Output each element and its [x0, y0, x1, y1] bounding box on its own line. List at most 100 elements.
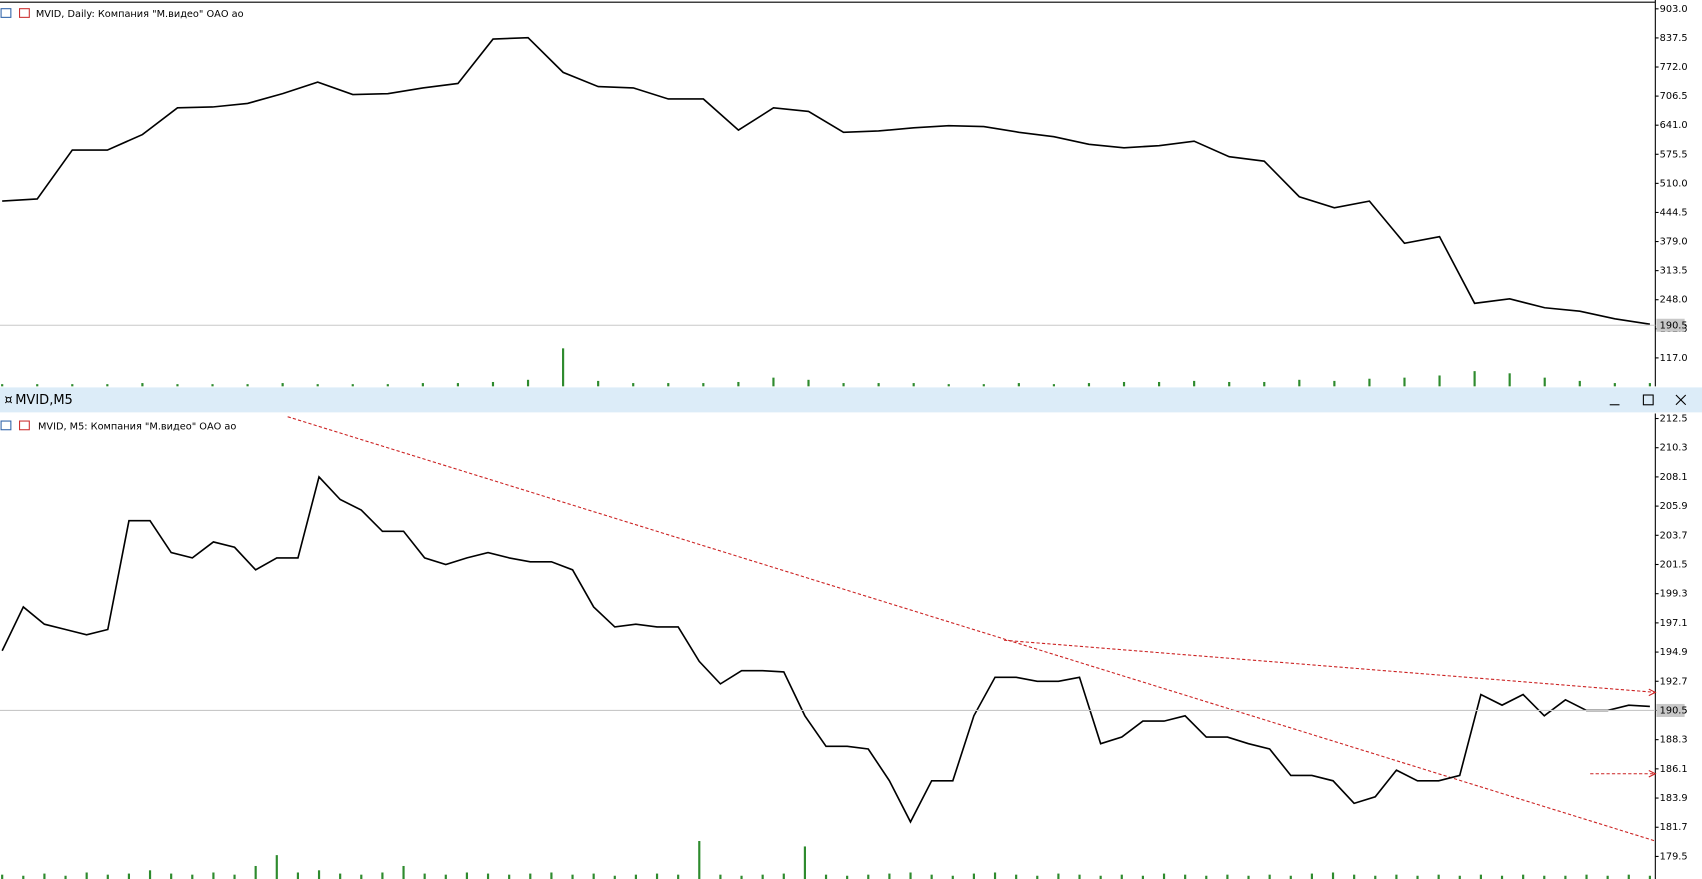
y-tick-label: 208.1 — [1660, 472, 1688, 483]
volume-bar — [212, 872, 215, 879]
volume-bar — [571, 874, 574, 879]
volume-bar — [912, 383, 915, 387]
y-tick-label: 117.0 — [1660, 353, 1688, 364]
volume-bar — [719, 874, 722, 879]
volume-bar — [1543, 875, 1546, 879]
volume-bar — [1648, 383, 1651, 387]
current-price-tag — [1656, 318, 1685, 332]
volume-bar — [360, 874, 363, 879]
volume-bar — [456, 383, 460, 387]
trend-lines — [287, 416, 1657, 842]
y-tick-label: 181.7 — [1660, 822, 1688, 833]
volume-bar — [1585, 874, 1588, 879]
y-tick-label: 903.0 — [1660, 4, 1688, 15]
volume-bar — [846, 875, 849, 879]
y-tick-label: 706.5 — [1660, 91, 1688, 102]
y-tick-label: 188.3 — [1660, 735, 1688, 746]
volume-bar — [1226, 874, 1229, 879]
y-tick-label: 201.5 — [1660, 559, 1688, 570]
volume-bar — [281, 383, 284, 387]
chart-icon — [18, 8, 30, 18]
volume-bar — [71, 384, 74, 387]
volume-bar — [737, 381, 740, 387]
volume-bar — [1099, 875, 1102, 879]
y-tick-label: 192.7 — [1660, 676, 1688, 687]
volume-bar — [254, 865, 257, 879]
chart-label: MVID, M5: Компания "М.видео" ОАО ао — [38, 421, 236, 432]
volume-bar — [22, 875, 25, 879]
volume-bar — [1184, 874, 1187, 879]
volume-bar — [1368, 378, 1371, 387]
current-price-tag — [1656, 703, 1685, 717]
volume-bar — [993, 872, 997, 879]
volume-bar — [275, 855, 278, 879]
volume-bar — [1473, 371, 1476, 387]
y-tick-label: 444.5 — [1660, 207, 1688, 218]
y-tick-label: 641.0 — [1660, 120, 1688, 131]
volume-bar — [632, 383, 635, 387]
volume-bar — [176, 384, 179, 387]
window-title-bar — [0, 387, 1702, 413]
volume-bar — [316, 384, 319, 387]
close-button[interactable] — [1675, 394, 1687, 406]
volume-bar — [1, 874, 4, 879]
volume-bar — [529, 873, 532, 879]
volume-bar — [444, 874, 447, 879]
volume-bar — [1120, 874, 1123, 879]
volume-bar — [972, 873, 975, 879]
volume-bar — [1543, 377, 1546, 387]
y-tick-label: 203.7 — [1660, 530, 1688, 541]
volume-bar — [1268, 874, 1271, 879]
volume-bar — [888, 873, 891, 879]
volume-bar — [842, 383, 845, 387]
maximize-button[interactable] — [1642, 394, 1654, 406]
y-tick-label: 179.5 — [1660, 851, 1688, 862]
y-tick-label: 575.5 — [1660, 149, 1688, 160]
y-tick-label: 379.0 — [1660, 237, 1688, 248]
y-tick-label: 210.3 — [1660, 443, 1688, 454]
volume-bar — [296, 872, 300, 879]
window-title: MVID,M5 — [15, 393, 73, 408]
volume-bar — [947, 384, 950, 387]
volume-bar — [634, 874, 637, 879]
volume-bar — [1353, 874, 1356, 879]
volume-bar — [246, 384, 249, 387]
y-tick-label: 837.5 — [1660, 33, 1688, 44]
volume-bar — [423, 873, 426, 879]
y-tick-label: 205.9 — [1660, 501, 1688, 512]
volume-bar — [1298, 379, 1301, 387]
volume-bar — [867, 874, 870, 879]
chart-icon — [0, 8, 12, 18]
volume-bar — [1052, 384, 1055, 387]
volume-bar — [655, 873, 659, 879]
y-tick-label: 772.0 — [1660, 62, 1688, 73]
volume-bar — [1438, 375, 1441, 387]
volume-bar — [1508, 373, 1511, 387]
volume-bar — [1162, 873, 1166, 879]
volume-bar — [1193, 380, 1196, 387]
volume-bar — [1087, 383, 1091, 387]
volume-bar — [491, 381, 495, 387]
current-price-label: 190.5 — [1660, 320, 1688, 331]
volume-bar — [386, 384, 389, 387]
current-price-label: 190.5 — [1660, 705, 1688, 716]
volume-bar — [1122, 381, 1126, 387]
volume-bar — [1205, 875, 1208, 879]
volume-bar — [1437, 874, 1440, 879]
volume-bar — [1333, 380, 1336, 387]
volume-bar — [1522, 874, 1525, 879]
volume-bar — [211, 384, 214, 387]
volume-bar — [1374, 875, 1377, 879]
volume-bar — [1078, 874, 1081, 879]
chart-icon — [18, 420, 30, 431]
volume-bar — [1648, 875, 1651, 879]
y-tick-label: 199.3 — [1660, 589, 1688, 600]
y-tick-label: 248.0 — [1660, 295, 1688, 306]
volume-bar — [127, 873, 131, 879]
volume-bar — [740, 875, 743, 879]
volume-bar — [351, 384, 354, 387]
volume-bar — [1578, 380, 1581, 387]
volume-bar — [1403, 377, 1406, 387]
